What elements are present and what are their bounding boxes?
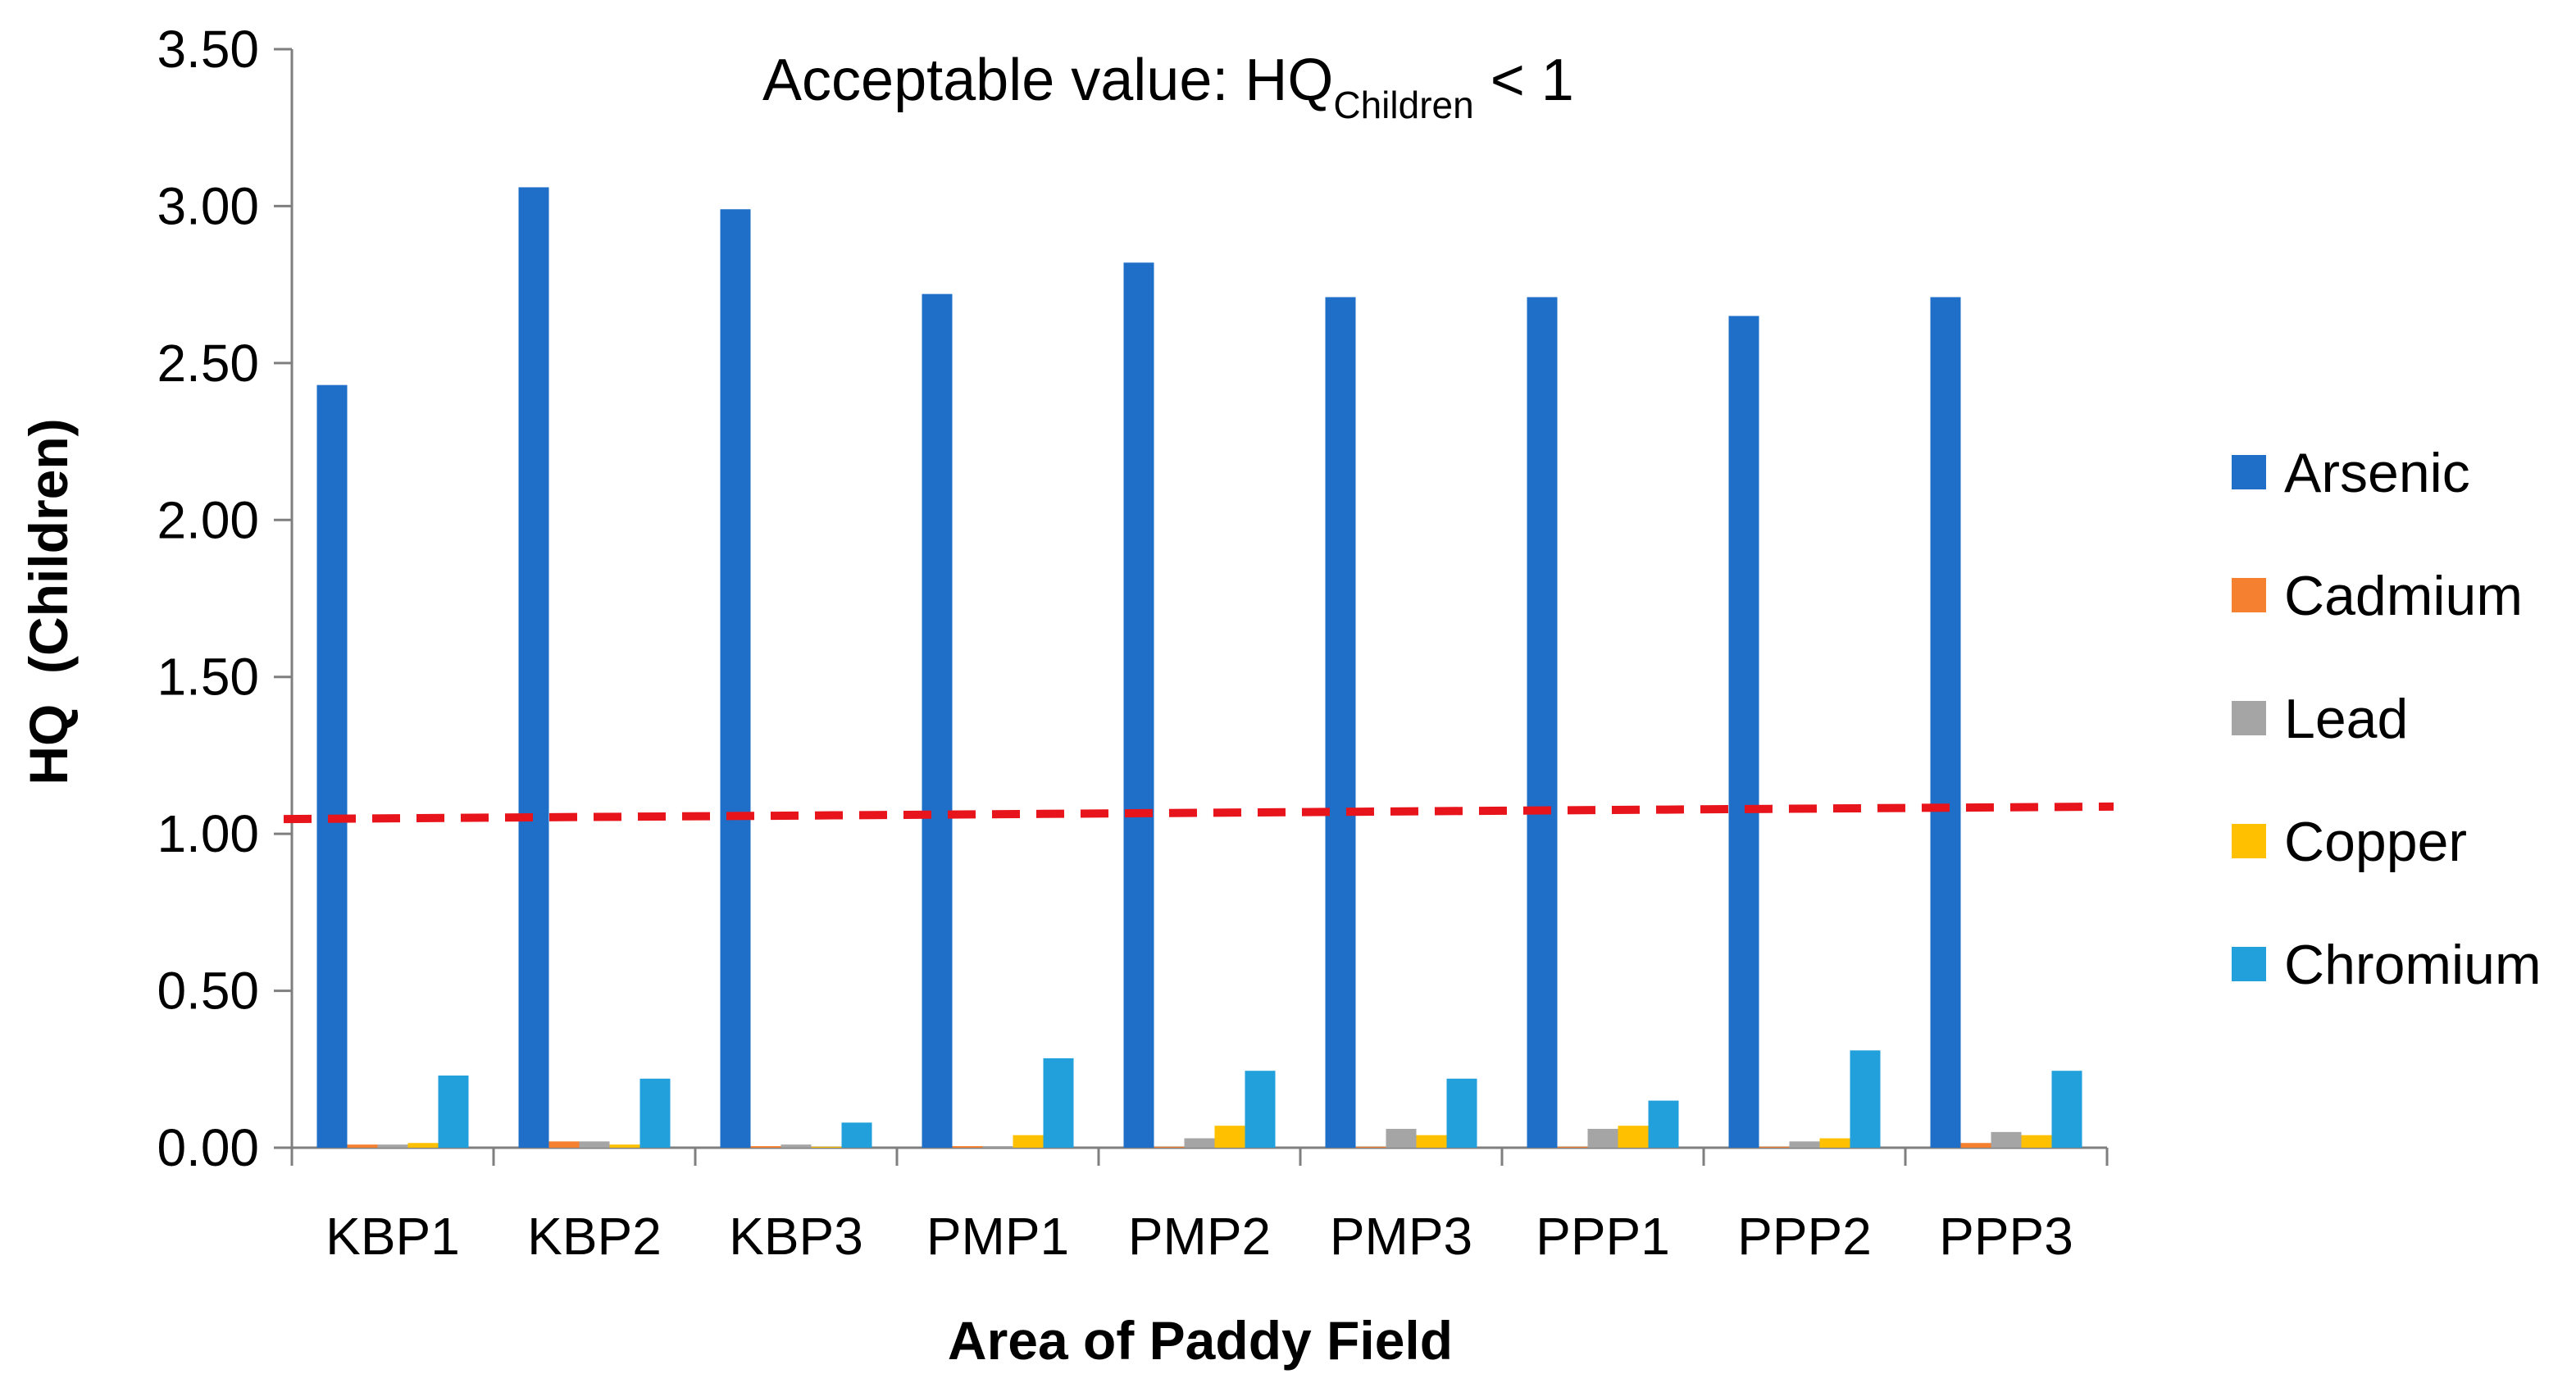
annotation-prefix: Acceptable value: HQ — [762, 48, 1333, 113]
x-axis-title: Area of Paddy Field — [948, 1310, 1453, 1371]
bar-copper-ppp3 — [2021, 1135, 2052, 1148]
bar-copper-kbp1 — [407, 1143, 439, 1148]
bar-chromium-kbp2 — [639, 1078, 671, 1148]
legend-label-chromium: Chromium — [2284, 934, 2542, 996]
bar-lead-pmp3 — [1386, 1129, 1417, 1148]
bars — [316, 187, 2082, 1149]
legend-swatch-copper — [2232, 824, 2266, 858]
x-tick-label: KBP2 — [527, 1207, 662, 1266]
x-tick-label: PPP3 — [1939, 1207, 2073, 1266]
bar-copper-kbp3 — [811, 1146, 842, 1148]
y-axis: 0.00 0.50 1.00 1.50 2.00 2.50 3.00 3.50 — [157, 20, 294, 1177]
bar-chromium-kbp1 — [438, 1075, 469, 1148]
bar-arsenic-ppp2 — [1728, 316, 1759, 1148]
bar-copper-pmp3 — [1416, 1135, 1447, 1148]
y-tick-label: 0.50 — [157, 962, 259, 1021]
y-tick-label: 1.00 — [157, 804, 259, 863]
bar-copper-kbp2 — [609, 1144, 640, 1148]
y-tick-label: 3.00 — [157, 176, 259, 235]
legend-label-arsenic: Arsenic — [2284, 442, 2470, 504]
y-axis-title: HQ (Children) — [18, 418, 79, 785]
x-tick-label: PMP2 — [1128, 1207, 1271, 1266]
bar-copper-ppp1 — [1618, 1126, 1649, 1148]
bar-chromium-ppp3 — [2051, 1071, 2082, 1148]
bar-copper-pmp1 — [1013, 1135, 1044, 1148]
bar-chromium-pmp2 — [1245, 1071, 1276, 1148]
legend-label-lead: Lead — [2284, 688, 2408, 750]
acceptable-value-reference-line — [283, 802, 2114, 824]
bar-chromium-pmp1 — [1043, 1058, 1074, 1148]
bar-lead-ppp1 — [1587, 1129, 1618, 1148]
bar-lead-ppp3 — [1991, 1131, 2022, 1148]
bar-copper-ppp2 — [1819, 1138, 1850, 1148]
legend: Arsenic Cadmium Lead Copper Chromium — [2232, 442, 2542, 996]
y-tick-label: 0.00 — [157, 1118, 259, 1177]
bar-arsenic-pmp2 — [1123, 262, 1154, 1148]
bar-chromium-kbp3 — [841, 1122, 872, 1148]
x-axis: KBP1 KBP2 KBP3 PMP1 PMP2 PMP3 PPP1 PPP2 PPP3 — [290, 1146, 2109, 1266]
bar-copper-pmp2 — [1214, 1126, 1245, 1148]
bar-lead-pmp1 — [982, 1146, 1013, 1148]
bar-cadmium-pmp1 — [952, 1146, 983, 1148]
y-tick-label: 1.50 — [157, 648, 259, 707]
bar-arsenic-kbp2 — [518, 187, 549, 1148]
x-tick-label: KBP3 — [729, 1207, 863, 1266]
x-tick-label: KBP1 — [325, 1207, 460, 1266]
acceptable-value-annotation: Acceptable value: HQChildren < 1 — [762, 48, 1574, 126]
legend-label-copper: Copper — [2284, 811, 2467, 873]
legend-swatch-chromium — [2232, 947, 2266, 981]
reference-line-group — [283, 802, 2114, 824]
x-tick-label: PPP2 — [1737, 1207, 1872, 1266]
legend-swatch-lead — [2232, 701, 2266, 735]
bar-cadmium-kbp3 — [750, 1146, 781, 1148]
x-tick-label: PPP1 — [1536, 1207, 1670, 1266]
y-tick-label: 2.50 — [157, 334, 259, 393]
bar-cadmium-kbp1 — [347, 1144, 378, 1148]
x-tick-label: PMP1 — [926, 1207, 1069, 1266]
bar-arsenic-pmp3 — [1325, 297, 1356, 1148]
bar-cadmium-ppp3 — [1960, 1143, 1991, 1148]
bar-lead-kbp1 — [377, 1144, 408, 1148]
bar-arsenic-kbp1 — [316, 384, 348, 1149]
legend-swatch-arsenic — [2232, 455, 2266, 489]
bar-cadmium-kbp2 — [548, 1141, 580, 1148]
bar-lead-kbp3 — [781, 1144, 812, 1148]
x-tick-label: PMP3 — [1330, 1207, 1472, 1266]
bar-lead-ppp2 — [1789, 1141, 1820, 1148]
annotation-suffix: < 1 — [1474, 48, 1574, 113]
bar-lead-kbp2 — [579, 1141, 610, 1148]
y-tick-label: 3.50 — [157, 20, 259, 79]
bar-chromium-pmp3 — [1446, 1078, 1477, 1148]
legend-swatch-cadmium — [2232, 578, 2266, 612]
bar-chromium-ppp1 — [1648, 1100, 1679, 1148]
bar-arsenic-kbp3 — [720, 209, 751, 1149]
bar-chromium-ppp2 — [1850, 1050, 1881, 1148]
bar-arsenic-ppp3 — [1930, 297, 1961, 1148]
y-tick-label: 2.00 — [157, 490, 259, 549]
legend-label-cadmium: Cadmium — [2284, 565, 2523, 627]
bar-arsenic-pmp1 — [922, 293, 953, 1149]
bar-cadmium-pmp2 — [1154, 1146, 1185, 1148]
bar-cadmium-pmp3 — [1355, 1146, 1386, 1148]
bar-lead-pmp2 — [1184, 1138, 1215, 1148]
bar-cadmium-ppp1 — [1557, 1146, 1588, 1148]
bar-arsenic-ppp1 — [1527, 297, 1558, 1148]
annotation-subscript: Children — [1333, 84, 1473, 126]
bar-cadmium-ppp2 — [1759, 1146, 1790, 1148]
